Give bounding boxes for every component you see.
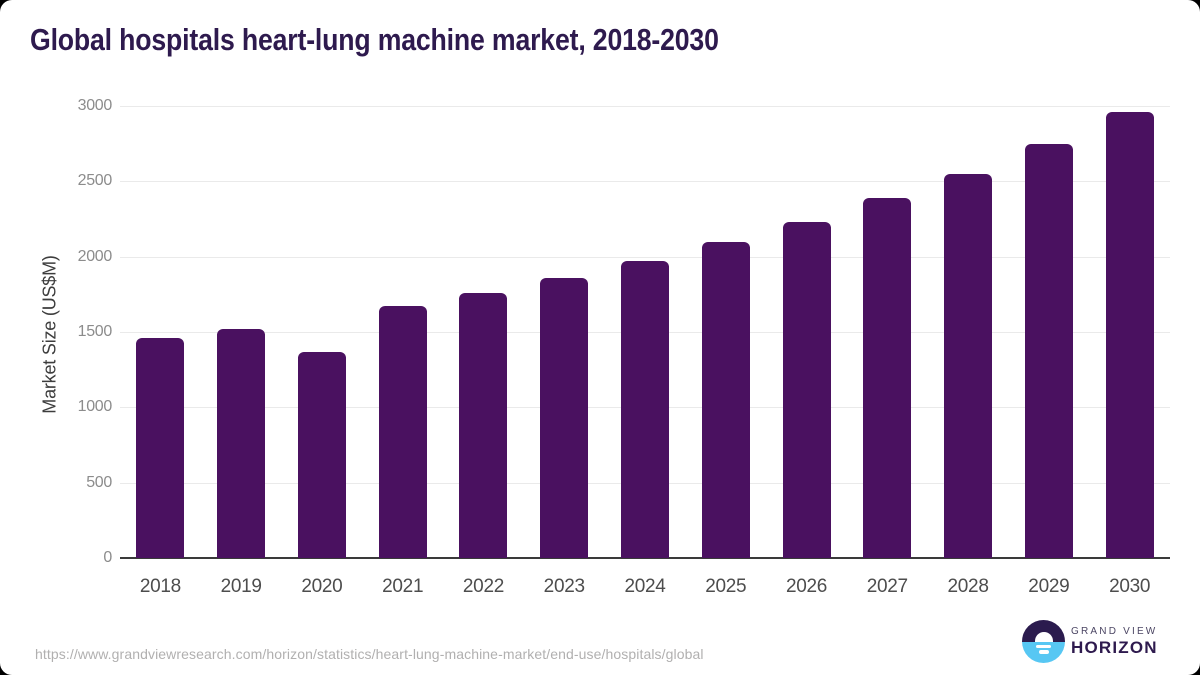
- bar-2023: [540, 277, 589, 558]
- x-tick-label: 2030: [1109, 576, 1151, 597]
- y-tick-label: 3000: [77, 97, 113, 114]
- bar-2024: [621, 261, 669, 558]
- x-tick-label: 2028: [947, 576, 989, 597]
- brand-logo: GRAND VIEW HORIZON: [1022, 619, 1182, 665]
- x-tick-label: 2029: [1028, 576, 1070, 597]
- source-url: https://www.grandviewresearch.com/horizo…: [35, 646, 704, 662]
- x-tick-label: 2025: [705, 576, 747, 597]
- horizon-sun-circle-icon: [1022, 620, 1065, 663]
- x-tick-label: 2018: [139, 576, 181, 597]
- bar-2019: [217, 328, 266, 558]
- horizon-line-icon: [1036, 644, 1051, 648]
- logo-sky-half: [1022, 620, 1065, 642]
- x-tick-label: 2026: [785, 576, 828, 597]
- x-axis-line: [120, 557, 1170, 559]
- x-tick-label: 2019: [220, 576, 262, 597]
- y-tick-label: 2000: [77, 247, 113, 265]
- bar-2030: [1105, 112, 1154, 558]
- y-tick-label: 1500: [77, 323, 113, 340]
- sun-icon: [1034, 632, 1053, 642]
- bar-2025: [701, 241, 750, 558]
- y-tick-label: 1000: [77, 398, 113, 416]
- x-tick-label: 2021: [382, 576, 424, 597]
- bar-2018: [136, 338, 185, 558]
- bar-2026: [782, 222, 831, 558]
- y-tick-label: 2500: [77, 172, 113, 190]
- bar-2021: [378, 306, 427, 558]
- y-tick-label: 500: [86, 473, 112, 491]
- x-tick-label: 2027: [866, 576, 908, 597]
- x-tick-label: 2024: [624, 576, 666, 597]
- bar-2029: [1024, 143, 1073, 558]
- brand-name-bottom: HORIZON: [1071, 638, 1158, 657]
- bar-2028: [944, 173, 993, 558]
- y-tick-label: 0: [103, 549, 112, 566]
- page-title: Global hospitals heart-lung machine mark…: [30, 22, 719, 57]
- horizon-line-short-icon: [1038, 650, 1049, 654]
- x-tick-label: 2020: [301, 576, 343, 597]
- bar-2022: [459, 292, 508, 558]
- gridline: [120, 256, 1170, 258]
- x-tick-label: 2022: [462, 576, 504, 597]
- brand-name-top: GRAND VIEW: [1071, 626, 1158, 637]
- x-tick-label: 2023: [543, 576, 585, 597]
- bar-2020: [297, 351, 346, 558]
- gridline: [120, 106, 1170, 107]
- bar-2027: [863, 197, 912, 558]
- gridline: [120, 181, 1170, 183]
